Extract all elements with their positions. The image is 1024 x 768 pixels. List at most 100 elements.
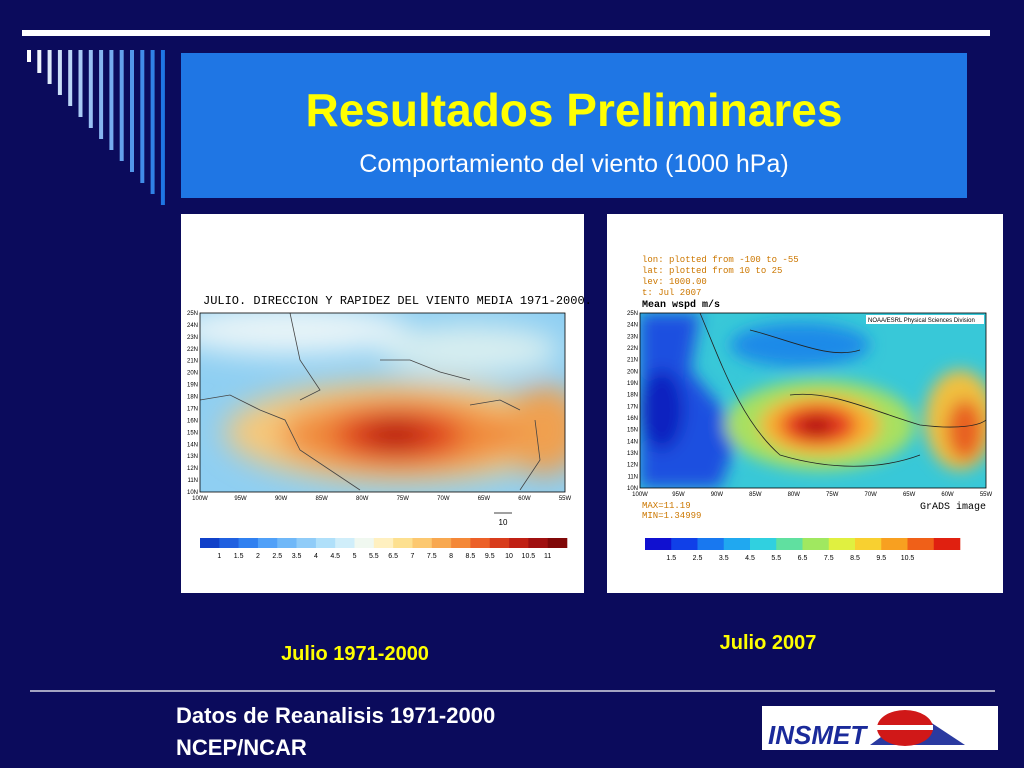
- colorbar-label: 9.5: [485, 553, 495, 560]
- colorbar-label: 8: [449, 553, 453, 560]
- colorbar-swatch: [277, 538, 297, 548]
- lat-label: 10N: [187, 490, 198, 496]
- colorbar-label: 8.5: [850, 555, 860, 562]
- colorbar-label: 2: [256, 553, 260, 560]
- colorbar-label: 7.5: [427, 553, 437, 560]
- colorbar-label: 10.5: [901, 555, 915, 562]
- colorbar-swatch: [431, 538, 452, 548]
- lat-label: 18N: [187, 395, 198, 401]
- grads-label: GrADS image: [920, 501, 986, 513]
- source-box: [866, 315, 984, 324]
- colorbar-label: 4.5: [745, 555, 755, 562]
- lon-label: 80W: [356, 496, 369, 502]
- colorbar-label: 7: [411, 553, 415, 560]
- lon-label: 100W: [632, 492, 648, 498]
- colorbar-swatch: [393, 538, 413, 548]
- colorbar-swatch: [200, 538, 220, 548]
- lat-label: 17N: [187, 406, 198, 412]
- lon-label: 85W: [315, 496, 328, 502]
- caption: Julio 2007: [720, 632, 817, 654]
- decor-stripes: [27, 50, 165, 205]
- lat-label: 23N: [187, 335, 198, 341]
- colorbar-swatch: [373, 538, 394, 548]
- colorbar-swatch: [219, 538, 239, 548]
- colorbar-label: 4.5: [330, 553, 340, 560]
- colorbar-label: 10.5: [522, 553, 536, 560]
- lat-label: 25N: [187, 311, 198, 317]
- colorbar-swatch: [489, 538, 510, 548]
- source: NOAA/ESRL Physical Sciences Division: [868, 318, 975, 324]
- heatmap: [640, 313, 986, 488]
- lat-label: 21N: [627, 358, 638, 364]
- lat-label: 20N: [627, 369, 638, 375]
- colorbar: 1 1.5 2 2.5 3.5 4 4.5 5 5.5 6.5 7 7.5 8 8.5 9.5 10 10.5 1…: [200, 538, 568, 560]
- info-line: lon: plotted from -100 to -55: [642, 255, 799, 265]
- colorbar-swatch: [412, 538, 433, 548]
- lat-label: 24N: [187, 323, 198, 329]
- colorbar-label: 2.5: [272, 553, 282, 560]
- colorbar-label: 5.5: [771, 555, 781, 562]
- colorbar-label: 10: [505, 553, 513, 560]
- colorbar: 1.5 2.5 3.5 4.5 5.5 6.5 7.5 8.5 9.5 10.5: [645, 538, 961, 562]
- colorbar-swatch: [802, 538, 830, 550]
- title: Resultados Preliminares: [306, 84, 843, 136]
- lon-label: 90W: [275, 496, 288, 502]
- info-line: lev: 1000.00: [642, 277, 707, 287]
- colorbar-swatch: [238, 538, 259, 548]
- colorbar-label: 1.5: [234, 553, 244, 560]
- caption: Julio 1971-2000: [281, 643, 429, 665]
- colorbar-swatch: [451, 538, 471, 548]
- title-box: [181, 53, 967, 198]
- lat-label: 19N: [627, 381, 638, 387]
- lat-label: 12N: [187, 466, 198, 472]
- lon-label: 75W: [397, 496, 410, 502]
- stripe: [37, 50, 42, 73]
- info-line: t: Jul 2007: [642, 288, 701, 298]
- lat-label: 16N: [187, 418, 198, 424]
- lat-label: 24N: [627, 323, 638, 329]
- colorbar-swatch: [257, 538, 278, 548]
- colorbar-swatch: [315, 538, 336, 548]
- colorbar-swatch: [723, 538, 751, 550]
- colorbar-swatch: [776, 538, 803, 550]
- stripe: [47, 50, 52, 84]
- lon-label: 95W: [234, 496, 247, 502]
- lon-label: 70W: [864, 492, 877, 498]
- lon-label: 80W: [788, 492, 801, 498]
- colorbar-swatch: [933, 538, 961, 550]
- colorbar-label: 7.5: [824, 555, 834, 562]
- figure-title: Mean wspd m/s: [642, 299, 720, 311]
- stripe: [130, 50, 134, 172]
- colorbar-swatch: [671, 538, 698, 550]
- stripe: [140, 50, 145, 183]
- colorbar-label: 2.5: [693, 555, 703, 562]
- top-rule: [22, 30, 990, 36]
- lat-label: 25N: [627, 311, 638, 317]
- subtitle: Comportamiento del viento (1000 hPa): [359, 150, 788, 178]
- colorbar-swatch: [509, 538, 529, 548]
- lat-label: 16N: [627, 416, 638, 422]
- lat-label: 17N: [627, 404, 638, 410]
- lon-label: 55W: [980, 492, 993, 498]
- colorbar-label: 3.5: [719, 555, 729, 562]
- lon-label: 70W: [437, 496, 450, 502]
- lat-label: 15N: [187, 430, 198, 436]
- lat-label: 10N: [627, 486, 638, 492]
- figure-title: JULIO. DIRECCION Y RAPIDEZ DEL VIENTO ME…: [203, 294, 592, 308]
- lat-label: 23N: [627, 334, 638, 340]
- lat-label: 11N: [627, 474, 638, 480]
- lon-label: 60W: [518, 496, 531, 502]
- lat-label: 14N: [627, 439, 638, 445]
- colorbar-label: 5.5: [369, 553, 379, 560]
- stripe: [160, 50, 165, 205]
- colorbar-swatch: [750, 538, 777, 550]
- footer-line: Datos de Reanalisis 1971-2000: [176, 703, 495, 728]
- max-label: MAX=11.19: [642, 501, 691, 511]
- lat-label: 14N: [187, 442, 198, 448]
- lat-label: 22N: [187, 347, 198, 353]
- colorbar-swatch: [907, 538, 935, 550]
- colorbar-swatch: [354, 538, 375, 548]
- lon-label: 85W: [749, 492, 762, 498]
